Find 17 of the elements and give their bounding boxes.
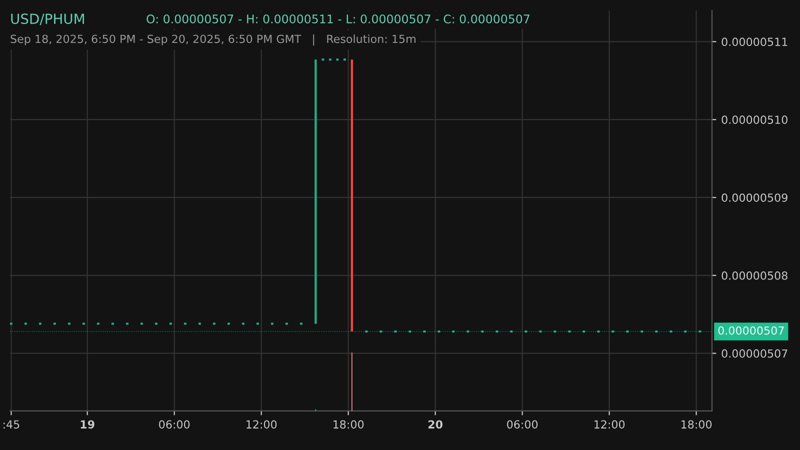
x-tick-label: 18:00 [682,420,712,429]
x-tick-label: 06:00 [159,420,190,429]
y-tick-label: 0.00000507 [722,349,788,358]
x-tick-label: 19 [80,420,94,429]
chart-title: USD/PHUM [11,14,84,26]
x-tick-label: 18:00 [334,420,364,429]
x-tick-label: :45 [4,420,20,429]
y-tick-label: 0.00000511 [722,38,788,46]
y-tick-label: 0.00000509 [722,193,788,202]
text: Sep 18, 2025, 6:50 PM - Sep 20, 2025, 6:50 PM GMT | Resolution: 15m [10,34,416,46]
x-tick-label: 12:00 [594,420,625,429]
x-tick-label: 20 [428,420,443,429]
y-tick-label: 0.00000508 [722,271,788,280]
x-tick-label: 12:00 [246,420,277,429]
y-tick-label: 0.00000510 [722,116,788,124]
annotation: O: 0.00000507 - H: 0.00000511 - L: 0.00000507 - C: 0.00000507 [146,14,530,24]
x-tick-label: 06:00 [507,420,538,429]
